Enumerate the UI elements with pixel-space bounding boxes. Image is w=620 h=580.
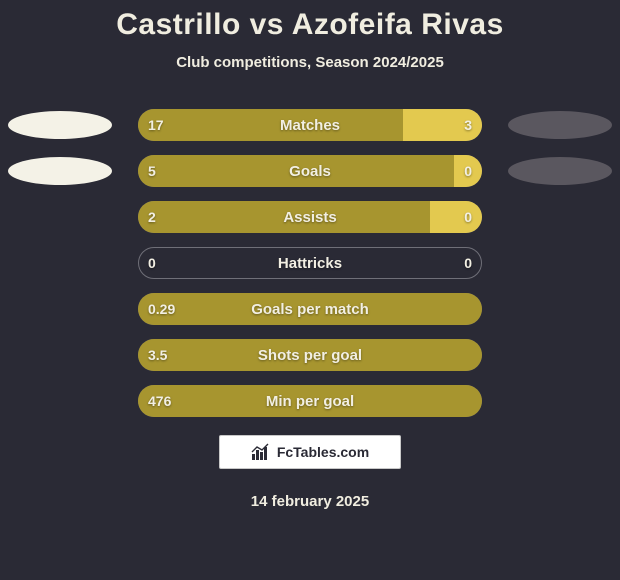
- stat-row: 00Hattricks: [0, 247, 620, 279]
- subtitle: Club competitions, Season 2024/2025: [0, 54, 620, 71]
- bar-track: 00Hattricks: [138, 247, 482, 279]
- watermark-text: FcTables.com: [277, 444, 369, 460]
- stat-row: 476Min per goal: [0, 385, 620, 417]
- player-right-ellipse: [508, 111, 612, 139]
- bar-track: 50Goals: [138, 155, 482, 187]
- player-right-ellipse: [508, 157, 612, 185]
- bar-track: 173Matches: [138, 109, 482, 141]
- comparison-card: Castrillo vs Azofeifa Rivas Club competi…: [0, 0, 620, 580]
- bar-track: 3.5Shots per goal: [138, 339, 482, 371]
- bar-track: 20Assists: [138, 201, 482, 233]
- stat-label: Matches: [138, 109, 482, 141]
- watermark-badge: FcTables.com: [219, 435, 401, 469]
- page-title: Castrillo vs Azofeifa Rivas: [0, 8, 620, 42]
- stat-label: Hattricks: [138, 247, 482, 279]
- stat-label: Goals: [138, 155, 482, 187]
- stat-label: Assists: [138, 201, 482, 233]
- stat-label: Shots per goal: [138, 339, 482, 371]
- bars-icon: [251, 443, 271, 461]
- player-left-ellipse: [8, 157, 112, 185]
- stat-label: Min per goal: [138, 385, 482, 417]
- stat-row: 173Matches: [0, 109, 620, 141]
- stat-row: 50Goals: [0, 155, 620, 187]
- stat-label: Goals per match: [138, 293, 482, 325]
- bar-track: 0.29Goals per match: [138, 293, 482, 325]
- player-left-ellipse: [8, 111, 112, 139]
- stat-row: 0.29Goals per match: [0, 293, 620, 325]
- bar-track: 476Min per goal: [138, 385, 482, 417]
- stats-list: 173Matches 50Goals 20Assists 00Hattricks 0.2…: [0, 109, 620, 417]
- stat-row: 20Assists: [0, 201, 620, 233]
- date-label: 14 february 2025: [0, 493, 620, 510]
- stat-row: 3.5Shots per goal: [0, 339, 620, 371]
